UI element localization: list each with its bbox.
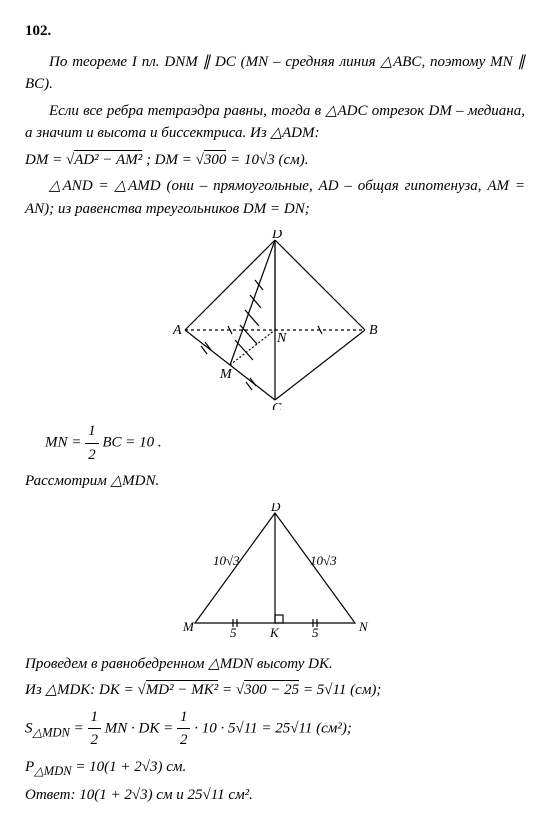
label-side-right: 10√3: [310, 553, 337, 568]
formula-area: S△MDN = 12 MN · DK = 12 · 10 · 5√11 = 25…: [25, 706, 525, 752]
formula-perimeter: P△MDN = 10(1 + 2√3) см.: [25, 756, 525, 781]
paragraph-1: По теореме I пл. DNM ∥ DC (MN – средняя …: [25, 51, 525, 96]
label-k: K: [269, 625, 280, 640]
formula-dk: Из △MDK: DK = √MD² − MK² = √300 − 25 = 5…: [25, 679, 525, 702]
paragraph-4: △AND = △AMD (они – прямоугольные, AD – о…: [25, 175, 525, 220]
label-b: B: [369, 323, 378, 338]
label-base-left: 5: [230, 625, 237, 640]
label-c: C: [272, 401, 282, 410]
tetrahedron-diagram: D A B C M N: [25, 230, 525, 410]
label-n2: N: [358, 619, 369, 634]
label-base-right: 5: [312, 625, 319, 640]
paragraph-6: Рассмотрим △MDN.: [25, 470, 525, 493]
formula-dm: DM = √AD² − AM² ; DM = √300 = 10√3 (см).: [25, 149, 525, 172]
paragraph-7: Проведем в равнобедренном △MDN высоту DK…: [25, 653, 525, 676]
label-m: M: [219, 367, 233, 382]
answer: Ответ: 10(1 + 2√3) см и 25√11 см².: [25, 784, 525, 807]
label-d: D: [271, 230, 282, 242]
formula-mn: MN = 12 BC = 10 .: [45, 420, 525, 466]
label-d2: D: [270, 503, 281, 514]
label-m2: M: [182, 619, 195, 634]
label-a: A: [172, 323, 182, 338]
label-n: N: [276, 331, 287, 346]
problem-number: 102.: [25, 20, 525, 43]
label-side-left: 10√3: [213, 553, 240, 568]
triangle-diagram: D M N K 10√3 10√3 5 5: [25, 503, 525, 643]
paragraph-2: Если все ребра тетраэдра равны, тогда в …: [25, 100, 525, 145]
